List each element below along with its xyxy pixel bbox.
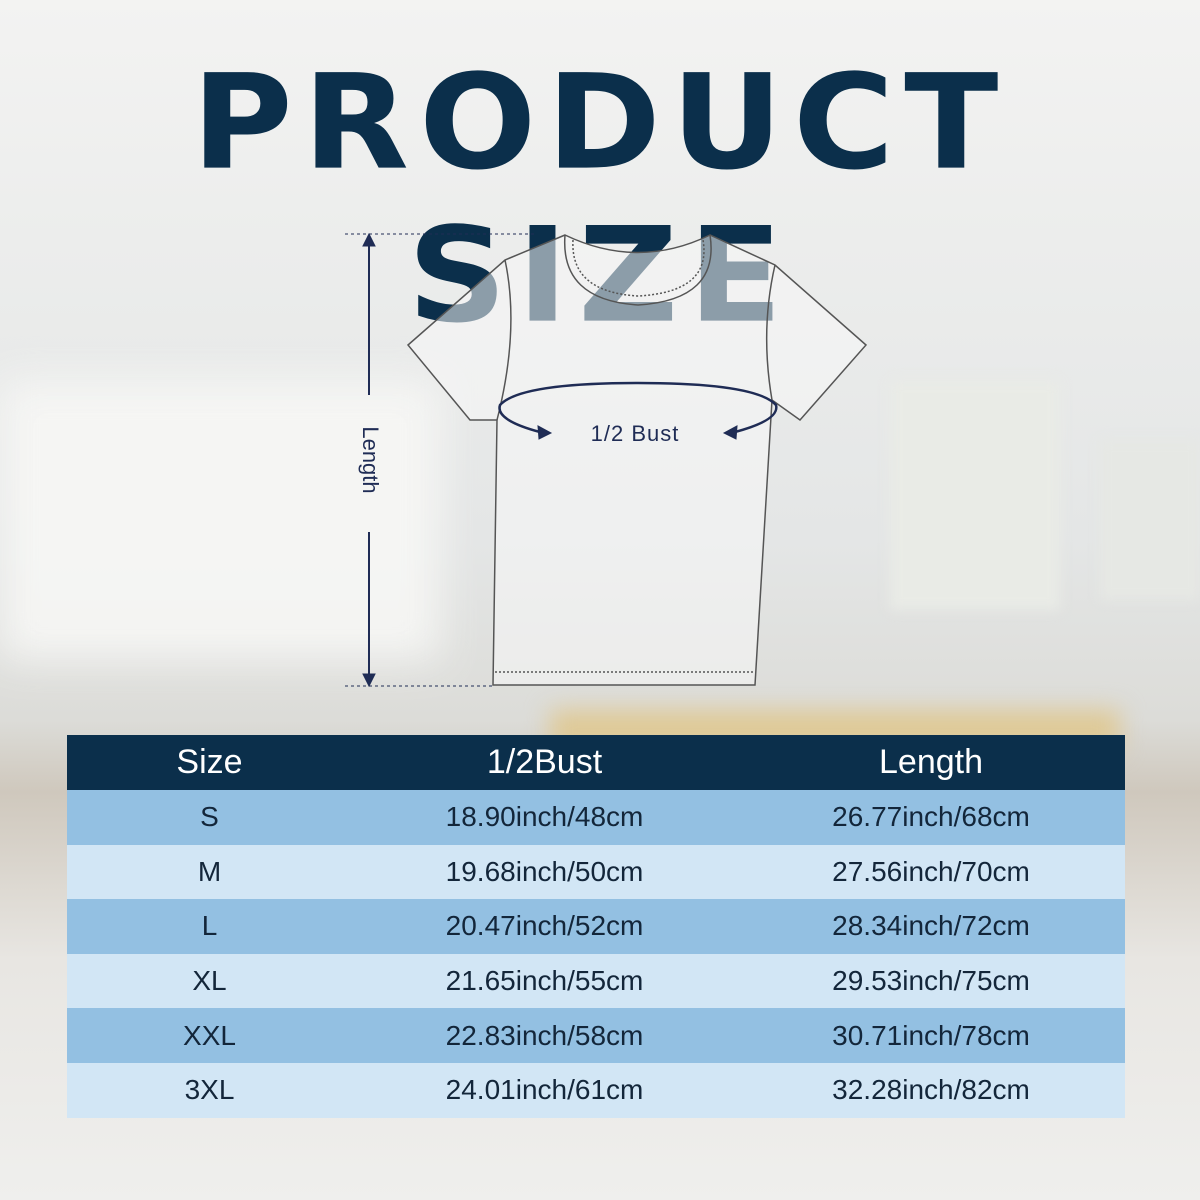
arrow-up-icon <box>362 232 376 247</box>
header-size: Size <box>67 735 352 790</box>
size-cell: M <box>67 844 352 900</box>
size-cell: S <box>67 790 352 845</box>
table-row: XXL 22.83inch/58cm 30.71inch/78cm <box>67 1008 1125 1063</box>
bust-measure <box>498 381 778 440</box>
length-cell: 28.34inch/72cm <box>737 899 1125 954</box>
arrow-down-icon <box>362 673 376 688</box>
size-table: Size 1/2Bust Length S 18.90inch/48cm 26.77… <box>67 735 1125 1118</box>
table-row: S 18.90inch/48cm 26.77inch/68cm <box>67 790 1125 845</box>
tshirt-outline <box>406 234 868 686</box>
length-cell: 27.56inch/70cm <box>737 844 1125 900</box>
bust-cell: 21.65inch/55cm <box>352 953 737 1009</box>
header-length: Length <box>737 735 1125 790</box>
length-cell: 32.28inch/82cm <box>737 1062 1125 1118</box>
bust-cell: 24.01inch/61cm <box>352 1062 737 1118</box>
bust-cell: 20.47inch/52cm <box>352 899 737 954</box>
table-row: 3XL 24.01inch/61cm 32.28inch/82cm <box>67 1062 1125 1118</box>
size-cell: L <box>67 899 352 954</box>
size-cell: XL <box>67 953 352 1009</box>
bust-cell: 19.68inch/50cm <box>352 844 737 900</box>
table-row: XL 21.65inch/55cm 29.53inch/75cm <box>67 953 1125 1009</box>
arrow-right-icon <box>537 425 553 440</box>
length-label: Length <box>358 426 383 494</box>
table-header-row: Size 1/2Bust Length <box>67 735 1125 790</box>
table-row: M 19.68inch/50cm 27.56inch/70cm <box>67 844 1125 900</box>
bust-cell: 22.83inch/58cm <box>352 1008 737 1063</box>
table-row: L 20.47inch/52cm 28.34inch/72cm <box>67 899 1125 954</box>
background-frame <box>1100 440 1200 600</box>
length-cell: 30.71inch/78cm <box>737 1008 1125 1063</box>
bust-cell: 18.90inch/48cm <box>352 790 737 845</box>
arrow-left-icon <box>722 425 738 440</box>
length-cell: 26.77inch/68cm <box>737 790 1125 845</box>
size-cell: XXL <box>67 1008 352 1063</box>
length-cell: 29.53inch/75cm <box>737 953 1125 1009</box>
background-window <box>0 380 440 660</box>
background-frame <box>890 380 1060 610</box>
length-measure <box>345 232 535 688</box>
bust-label: 1/2 Bust <box>590 421 680 446</box>
header-bust: 1/2Bust <box>352 735 737 790</box>
size-cell: 3XL <box>67 1062 352 1118</box>
